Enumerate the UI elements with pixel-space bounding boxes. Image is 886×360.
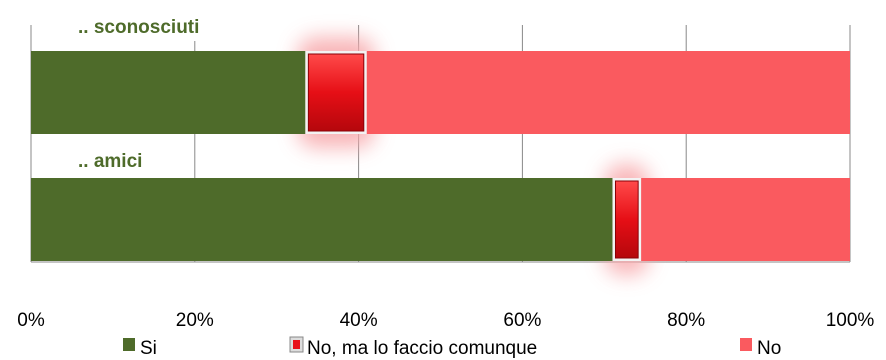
x-tick-label: 40% bbox=[340, 310, 378, 331]
category-label: .. amici bbox=[78, 151, 142, 172]
x-tick-label: 100% bbox=[826, 310, 875, 331]
bar-segment-si bbox=[31, 51, 306, 134]
legend-swatch bbox=[740, 338, 752, 351]
bar-segment-no bbox=[366, 51, 850, 134]
legend-swatch-inner bbox=[293, 340, 300, 349]
legend-label: No bbox=[757, 338, 781, 359]
legend-label: No, ma lo faccio comunque bbox=[307, 338, 537, 359]
legend: Si No, ma lo faccio comunque No bbox=[123, 336, 781, 359]
category-label-bg bbox=[66, 144, 168, 175]
category-label-bg bbox=[66, 10, 246, 41]
category-labels: .. sconosciuti .. amici bbox=[66, 10, 246, 175]
bar-segment-no-ma bbox=[614, 180, 639, 259]
bar-segment-si bbox=[31, 178, 613, 261]
bars bbox=[31, 51, 850, 261]
x-tick-label: 0% bbox=[17, 310, 45, 331]
category-label: .. sconosciuti bbox=[78, 17, 199, 38]
legend-label: Si bbox=[140, 338, 157, 359]
bar-segment-no-ma bbox=[307, 53, 365, 132]
legend-swatch bbox=[123, 338, 135, 351]
x-axis-ticks: 0% 20% 40% 60% 80% 100% bbox=[17, 310, 874, 331]
x-tick-label: 80% bbox=[667, 310, 705, 331]
x-tick-label: 60% bbox=[503, 310, 541, 331]
bar-segment-no bbox=[641, 178, 850, 261]
x-tick-label: 20% bbox=[176, 310, 214, 331]
